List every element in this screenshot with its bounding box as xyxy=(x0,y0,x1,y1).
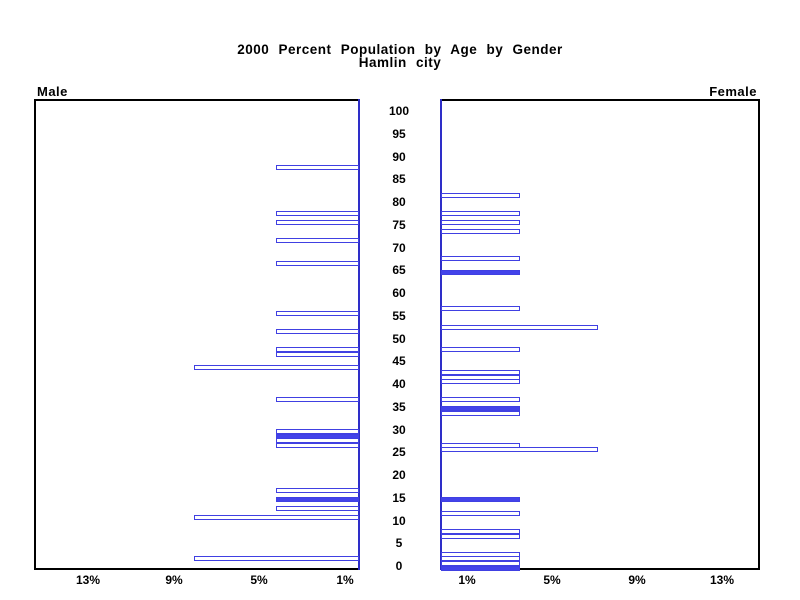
female-pct-tick-9: 9% xyxy=(628,573,646,587)
female-pct-tick-1: 1% xyxy=(458,573,476,587)
age-tick-label-30: 30 xyxy=(392,423,406,437)
bar-female-age-7 xyxy=(441,534,520,539)
age-tick-label-15: 15 xyxy=(392,491,406,505)
age-tick-label-45: 45 xyxy=(392,354,406,368)
age-tick-label-100: 100 xyxy=(388,104,410,118)
bar-female-age-57 xyxy=(441,306,520,311)
bar-male-age-13 xyxy=(276,506,359,511)
age-tick-label-5: 5 xyxy=(395,536,403,550)
bar-female-age-68 xyxy=(441,256,520,261)
bar-female-age-15 xyxy=(441,497,520,502)
bar-female-age-43 xyxy=(441,370,520,375)
male-pct-tick-1: 1% xyxy=(336,573,354,587)
bar-female-age-48 xyxy=(441,347,520,352)
bar-male-age-78 xyxy=(276,211,359,216)
bar-female-age-34 xyxy=(441,411,520,416)
age-tick-label-40: 40 xyxy=(392,377,406,391)
age-tick-label-95: 95 xyxy=(392,127,406,141)
male-panel-label: Male xyxy=(37,84,68,99)
bar-male-age-52 xyxy=(276,329,359,334)
bar-male-age-47 xyxy=(276,352,359,357)
bar-female-age-26 xyxy=(441,447,598,452)
male-pct-tick-9: 9% xyxy=(165,573,183,587)
bar-female-age-74 xyxy=(441,229,520,234)
age-tick-label-10: 10 xyxy=(392,514,406,528)
bar-male-age-48 xyxy=(276,347,359,352)
bar-male-age-30 xyxy=(276,429,359,434)
male-pct-tick-13: 13% xyxy=(75,573,101,587)
chart-subtitle: Hamlin city xyxy=(358,55,442,70)
age-tick-label-55: 55 xyxy=(392,309,406,323)
male-zero-axis-line xyxy=(358,99,360,570)
bar-female-age-41 xyxy=(441,379,520,384)
age-tick-label-85: 85 xyxy=(392,172,406,186)
bar-male-age-88 xyxy=(276,165,359,170)
bar-male-age-72 xyxy=(276,238,359,243)
bar-female-age-12 xyxy=(441,511,520,516)
bar-male-age-28 xyxy=(276,438,359,443)
bar-male-age-11 xyxy=(194,515,359,520)
bar-female-age-65 xyxy=(441,270,520,275)
female-pct-tick-13: 13% xyxy=(709,573,735,587)
bar-female-age-76 xyxy=(441,220,520,225)
bar-male-age-76 xyxy=(276,220,359,225)
female-pct-tick-5: 5% xyxy=(543,573,561,587)
age-tick-label-70: 70 xyxy=(392,241,406,255)
age-tick-label-80: 80 xyxy=(392,195,406,209)
age-tick-label-35: 35 xyxy=(392,400,406,414)
bar-male-age-56 xyxy=(276,311,359,316)
age-tick-label-20: 20 xyxy=(392,468,406,482)
male-pct-tick-5: 5% xyxy=(250,573,268,587)
bar-female-age-82 xyxy=(441,193,520,198)
female-plot-frame xyxy=(441,99,760,570)
bar-female-age-8 xyxy=(441,529,520,534)
age-tick-label-65: 65 xyxy=(392,263,406,277)
age-tick-label-50: 50 xyxy=(392,332,406,346)
age-tick-label-75: 75 xyxy=(392,218,406,232)
chart-title: 2000 Percent Population by Age by Gender xyxy=(237,42,563,57)
age-tick-label-0: 0 xyxy=(395,559,403,573)
age-tick-label-60: 60 xyxy=(392,286,406,300)
bar-male-age-37 xyxy=(276,397,359,402)
bar-male-age-44 xyxy=(194,365,359,370)
bar-female-age-78 xyxy=(441,211,520,216)
bar-male-age-15 xyxy=(276,497,359,502)
age-tick-label-25: 25 xyxy=(392,445,406,459)
female-zero-axis-line xyxy=(440,99,442,570)
bar-male-age-27 xyxy=(276,443,359,448)
bar-male-age-2 xyxy=(194,556,359,561)
bar-male-age-67 xyxy=(276,261,359,266)
age-tick-label-90: 90 xyxy=(392,150,406,164)
bar-female-age-0 xyxy=(441,566,520,571)
bar-female-age-1 xyxy=(441,561,520,566)
bar-female-age-2 xyxy=(441,556,520,561)
male-plot-frame xyxy=(34,99,359,570)
bar-female-age-35 xyxy=(441,406,520,411)
bar-male-age-17 xyxy=(276,488,359,493)
bar-female-age-53 xyxy=(441,325,598,330)
female-panel-label: Female xyxy=(709,84,757,99)
bar-female-age-37 xyxy=(441,397,520,402)
